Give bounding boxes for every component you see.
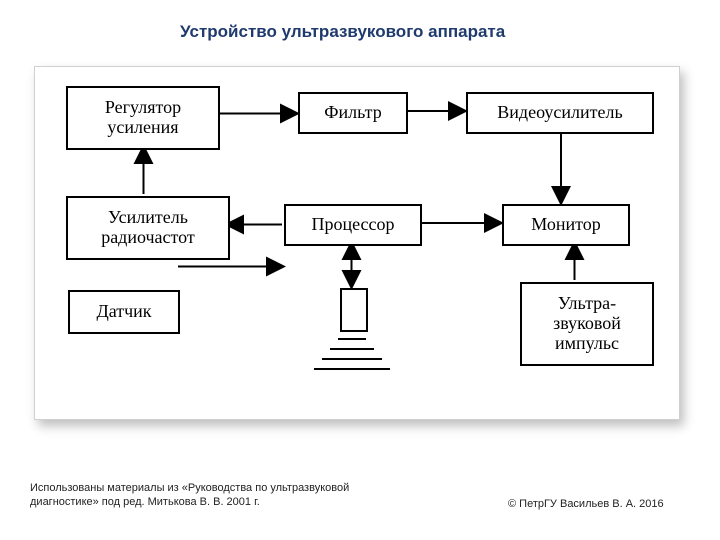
page-title: Устройство ультразвукового аппарата	[180, 22, 505, 42]
source-line2: диагностике» под ред. Митькова В. В. 200…	[30, 496, 260, 508]
node-cpu: Процессор	[284, 204, 422, 246]
wave-line	[330, 348, 374, 350]
node-sensor: Датчик	[68, 290, 180, 334]
node-gain: Регуляторусиления	[66, 86, 220, 150]
copyright-text: © ПетрГУ Васильев В. А. 2016	[508, 498, 664, 510]
node-videoamp: Видеоусилитель	[466, 92, 654, 134]
node-monitor: Монитор	[502, 204, 630, 246]
transducer-icon	[340, 288, 368, 332]
node-filter: Фильтр	[298, 92, 408, 134]
wave-line	[314, 368, 390, 370]
wave-line	[322, 358, 382, 360]
node-rfamp: Усилительрадиочастот	[66, 196, 230, 260]
source-line1: Использованы материалы из «Руководства п…	[30, 482, 349, 494]
node-pulse: Ультра-звуковойимпульс	[520, 282, 654, 366]
source-citation: Использованы материалы из «Руководства п…	[30, 482, 349, 510]
wave-line	[338, 338, 366, 340]
